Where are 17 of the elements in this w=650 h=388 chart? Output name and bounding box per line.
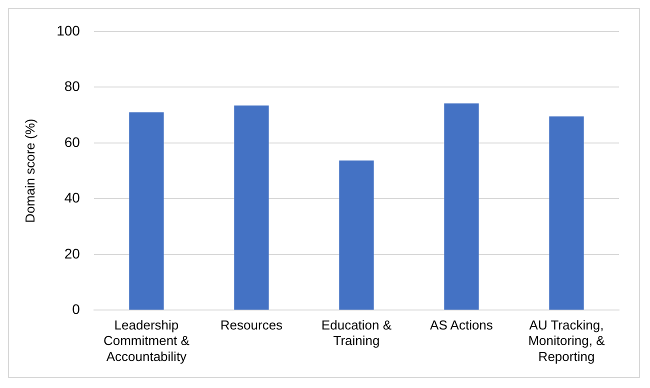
x-tick-label: AU Tracking, Monitoring, & Reporting [528, 318, 606, 364]
bar [129, 112, 164, 310]
x-tick-label: Resources [220, 318, 284, 333]
bar [549, 116, 584, 310]
bar [339, 160, 374, 310]
x-tick-label: AS Actions [430, 318, 494, 333]
y-tick-label: 40 [64, 190, 80, 206]
y-tick-label: 80 [64, 78, 80, 94]
y-tick-label: 0 [72, 301, 80, 318]
y-tick-label: 100 [56, 22, 80, 38]
bar [234, 106, 269, 310]
y-axis-title: Domain score (%) [22, 118, 38, 223]
x-tick-label: Leadership Commitment & Accountability [103, 318, 190, 364]
x-tick-label: Education & Training [321, 318, 392, 348]
bar [444, 103, 479, 310]
y-tick-label: 20 [64, 245, 80, 262]
y-tick-label: 60 [64, 134, 80, 150]
